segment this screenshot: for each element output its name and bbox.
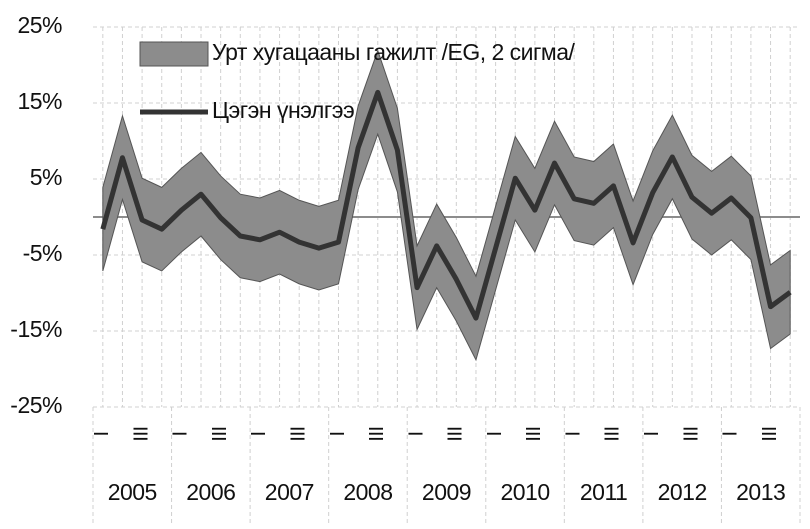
x-tick-label: III: [209, 426, 231, 441]
y-tick-label: 15%: [17, 88, 62, 114]
x-group-label: 2009: [422, 479, 471, 505]
x-tick-label: I: [91, 431, 113, 436]
x-group-label: 2007: [265, 479, 314, 505]
legend-label: Урт хугацааны гажилт /EG, 2 сигма/: [212, 39, 576, 65]
x-tick-label: I: [248, 431, 270, 436]
x-group-label: 2008: [343, 479, 392, 505]
x-tick-label: I: [562, 431, 584, 436]
x-tick-label: III: [759, 426, 781, 441]
y-tick-label: -25%: [10, 392, 62, 418]
x-tick-label: I: [327, 431, 349, 436]
x-tick-label: I: [720, 431, 742, 436]
y-tick-label: 25%: [17, 12, 62, 38]
legend-label: Цэгэн үнэлгээ: [212, 97, 354, 123]
x-group-label: 2013: [736, 479, 785, 505]
y-tick-label: -5%: [23, 240, 62, 266]
x-tick-label: I: [405, 431, 427, 436]
line: [100, 89, 792, 321]
x-tick-label: I: [641, 431, 663, 436]
x-group-label: 2010: [500, 479, 549, 505]
x-tick-label: I: [484, 431, 506, 436]
y-tick-label: 5%: [30, 164, 62, 190]
x-tick-label: III: [523, 426, 545, 441]
x-group-label: 2012: [658, 479, 707, 505]
x-group-label: 2011: [580, 479, 627, 505]
x-tick-label: III: [130, 426, 152, 441]
legend-swatch: [139, 41, 209, 67]
x-tick-label: III: [602, 426, 624, 441]
x-tick-label: I: [170, 431, 192, 436]
x-tick-label: III: [366, 426, 388, 441]
y-tick-label: -15%: [10, 316, 62, 342]
x-tick-label: III: [287, 426, 309, 441]
band: [102, 49, 791, 362]
x-tick-label: III: [445, 426, 467, 441]
x-group-label: 2005: [108, 479, 157, 505]
x-tick-label: III: [680, 426, 702, 441]
x-group-label: 2006: [186, 479, 235, 505]
